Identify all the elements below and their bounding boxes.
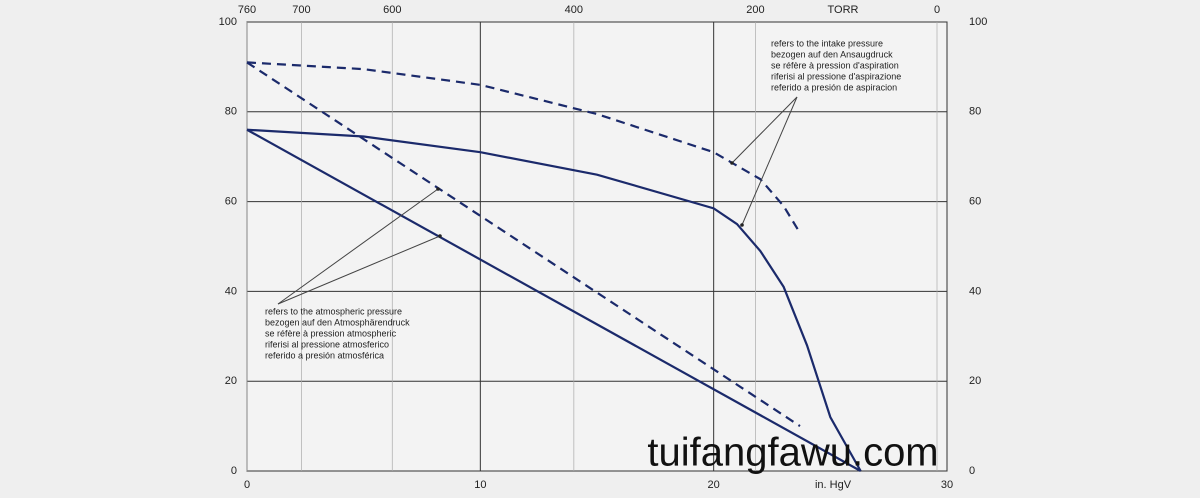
y2-tick-label: 20	[969, 375, 981, 387]
x2-tick-label: 0	[934, 4, 940, 16]
line	[246, 128, 862, 472]
x2-tick-label: 600	[383, 4, 401, 16]
line	[246, 61, 801, 234]
x2-tick-label: 400	[565, 4, 583, 16]
annotation: refers to the intake pressure	[771, 38, 883, 48]
y2-tick-label: 100	[969, 16, 987, 28]
leader-dot	[438, 234, 442, 238]
y-tick-label: 20	[225, 375, 237, 387]
leader-line	[741, 96, 798, 226]
line	[246, 61, 801, 428]
annotation: se réfère à pression d'aspiration	[771, 60, 899, 70]
leader-dot	[730, 161, 734, 165]
y-tick-label: 100	[219, 16, 237, 28]
leader-dot	[740, 223, 744, 227]
line	[246, 128, 862, 472]
x-tick-label: 10	[474, 479, 486, 491]
leader-line	[277, 235, 441, 305]
leader-dot	[436, 187, 440, 191]
x-tick-label: 0	[244, 479, 250, 491]
annotation: referido a presión de aspiracion	[771, 82, 897, 92]
x2-tick-label: 700	[292, 4, 310, 16]
leader-line	[277, 188, 439, 305]
y2-tick-label: 80	[969, 106, 981, 118]
watermark: tuifangfawu.com	[647, 431, 938, 475]
annotation: refers to the atmospheric pressure	[265, 306, 402, 316]
y-tick-label: 40	[225, 285, 237, 297]
x-tick-label: 20	[708, 479, 720, 491]
y2-tick-label: 60	[969, 196, 981, 208]
y-tick-label: 0	[231, 465, 237, 477]
annotation: referido a presión atmosférica	[265, 350, 384, 360]
annotation: riferisi al pressione d'aspirazione	[771, 71, 901, 81]
annotation: bezogen auf den Ansaugdruck	[771, 49, 893, 59]
annotation: se réfère à pression atmospheric	[265, 328, 397, 338]
y2-tick-label: 40	[969, 285, 981, 297]
y-tick-label: 60	[225, 196, 237, 208]
x2-axis-label: TORR	[828, 4, 859, 16]
plot-area	[246, 21, 948, 472]
annotation: bezogen auf den Atmosphärendruck	[265, 317, 410, 327]
leader-line	[731, 96, 798, 164]
x-tick-label: 30	[941, 479, 953, 491]
y-tick-label: 80	[225, 106, 237, 118]
x-axis-label: in. HgV	[815, 479, 852, 491]
y2-tick-label: 0	[969, 465, 975, 477]
x2-tick-label: 200	[746, 4, 764, 16]
x2-tick-label: 760	[238, 4, 256, 16]
annotation: riferisi al pressione atmosferico	[265, 339, 389, 349]
